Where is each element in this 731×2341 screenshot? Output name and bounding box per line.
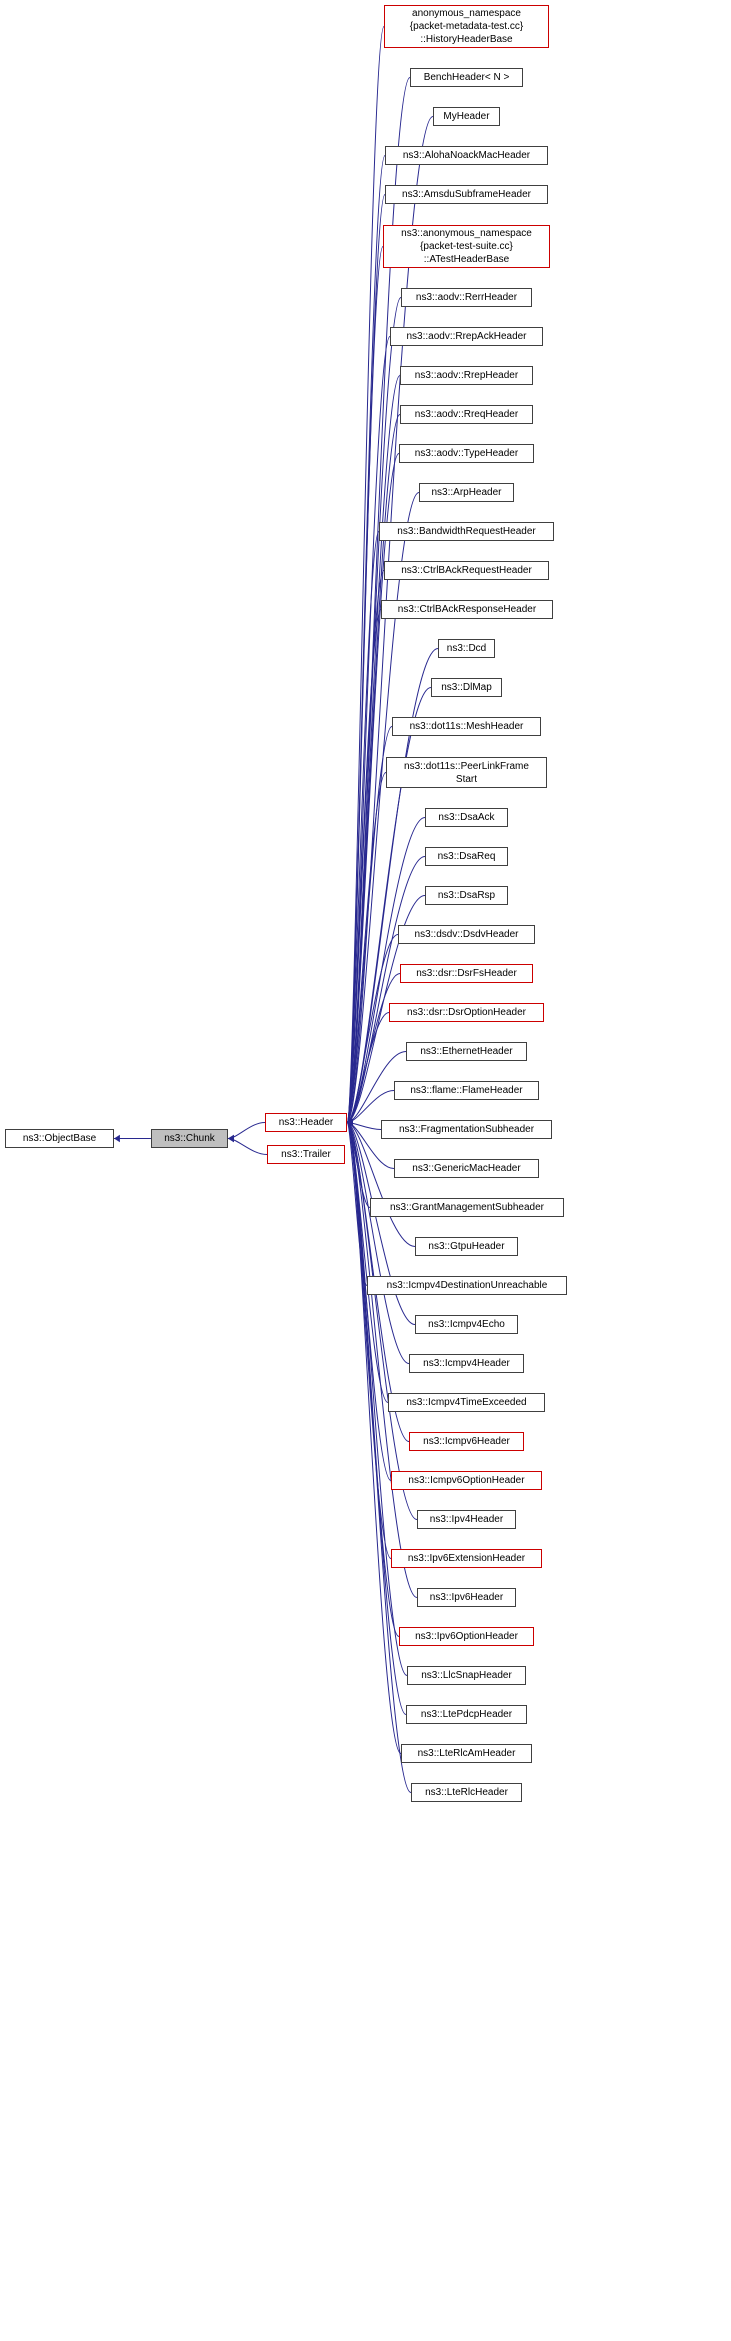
node-label: ns3::GenericMacHeader (412, 1162, 520, 1175)
node-n19[interactable]: ns3::DsaAck (425, 808, 508, 827)
node-n24[interactable]: ns3::dsr::DsrOptionHeader (389, 1003, 544, 1022)
node-n41[interactable]: ns3::LlcSnapHeader (407, 1666, 526, 1685)
node-label: ns3::Icmpv4TimeExceeded (406, 1396, 526, 1409)
node-label: ns3::FragmentationSubheader (399, 1123, 534, 1136)
node-trailer[interactable]: ns3::Trailer (267, 1145, 345, 1164)
node-label: ns3::Header (279, 1116, 333, 1129)
node-label: ns3::GrantManagementSubheader (390, 1201, 544, 1214)
node-label: ns3::AlohaNoackMacHeader (403, 149, 530, 162)
node-label: ns3::Ipv6Header (430, 1591, 503, 1604)
node-n39[interactable]: ns3::Ipv6Header (417, 1588, 516, 1607)
node-objectbase[interactable]: ns3::ObjectBase (5, 1129, 114, 1148)
node-label: ns3::dsr::DsrFsHeader (416, 967, 517, 980)
node-n36[interactable]: ns3::Icmpv6OptionHeader (391, 1471, 542, 1490)
node-n9[interactable]: ns3::aodv::RreqHeader (400, 405, 533, 424)
node-n4[interactable]: ns3::AmsduSubframeHeader (385, 185, 548, 204)
node-label: ns3::Icmpv4Echo (428, 1318, 505, 1331)
node-label: ns3::LtePdcpHeader (421, 1708, 512, 1721)
node-label: ns3::GtpuHeader (428, 1240, 504, 1253)
node-n1[interactable]: BenchHeader< N > (410, 68, 523, 87)
node-n2[interactable]: MyHeader (433, 107, 500, 126)
node-n43[interactable]: ns3::LteRlcAmHeader (401, 1744, 532, 1763)
node-n20[interactable]: ns3::DsaReq (425, 847, 508, 866)
node-chunk[interactable]: ns3::Chunk (151, 1129, 228, 1148)
node-label: ns3::aodv::RrepHeader (415, 369, 518, 382)
node-label: ns3::AmsduSubframeHeader (402, 188, 531, 201)
node-n11[interactable]: ns3::ArpHeader (419, 483, 514, 502)
node-n12[interactable]: ns3::BandwidthRequestHeader (379, 522, 554, 541)
node-n31[interactable]: ns3::Icmpv4DestinationUnreachable (367, 1276, 567, 1295)
node-label: ns3::DsaAck (438, 811, 494, 824)
node-label: ns3::LteRlcAmHeader (418, 1747, 516, 1760)
node-label: ns3::ArpHeader (431, 486, 501, 499)
node-label: ns3::CtrlBAckResponseHeader (398, 603, 536, 616)
node-label: MyHeader (443, 110, 489, 123)
node-n29[interactable]: ns3::GrantManagementSubheader (370, 1198, 564, 1217)
node-n17[interactable]: ns3::dot11s::MeshHeader (392, 717, 541, 736)
node-n32[interactable]: ns3::Icmpv4Echo (415, 1315, 518, 1334)
node-label: ns3::Chunk (164, 1132, 215, 1145)
node-label: ns3::DlMap (441, 681, 492, 694)
node-n16[interactable]: ns3::DlMap (431, 678, 502, 697)
node-n38[interactable]: ns3::Ipv6ExtensionHeader (391, 1549, 542, 1568)
node-label: ns3::aodv::RreqHeader (415, 408, 518, 421)
node-label: ns3::flame::FlameHeader (410, 1084, 522, 1097)
node-n37[interactable]: ns3::Ipv4Header (417, 1510, 516, 1529)
node-n35[interactable]: ns3::Icmpv6Header (409, 1432, 524, 1451)
node-label: BenchHeader< N > (424, 71, 510, 84)
node-n34[interactable]: ns3::Icmpv4TimeExceeded (388, 1393, 545, 1412)
node-n13[interactable]: ns3::CtrlBAckRequestHeader (384, 561, 549, 580)
node-n14[interactable]: ns3::CtrlBAckResponseHeader (381, 600, 553, 619)
node-label: ns3::dsdv::DsdvHeader (415, 928, 519, 941)
node-n3[interactable]: ns3::AlohaNoackMacHeader (385, 146, 548, 165)
node-n5[interactable]: ns3::anonymous_namespace {packet-test-su… (383, 225, 550, 268)
node-label: ns3::aodv::RerrHeader (416, 291, 517, 304)
node-label: ns3::ObjectBase (23, 1132, 96, 1145)
node-label: ns3::DsaReq (438, 850, 496, 863)
edges-layer (0, 0, 731, 2341)
node-label: ns3::Icmpv4Header (423, 1357, 510, 1370)
node-label: ns3::LteRlcHeader (425, 1786, 508, 1799)
node-label: ns3::Ipv4Header (430, 1513, 503, 1526)
node-n8[interactable]: ns3::aodv::RrepHeader (400, 366, 533, 385)
node-label: ns3::dot11s::MeshHeader (410, 720, 524, 733)
node-n21[interactable]: ns3::DsaRsp (425, 886, 508, 905)
node-n40[interactable]: ns3::Ipv6OptionHeader (399, 1627, 534, 1646)
node-label: ns3::dot11s::PeerLinkFrame Start (404, 760, 529, 786)
node-label: ns3::aodv::TypeHeader (415, 447, 518, 460)
node-label: ns3::LlcSnapHeader (421, 1669, 512, 1682)
node-label: ns3::EthernetHeader (420, 1045, 512, 1058)
node-n0[interactable]: anonymous_namespace {packet-metadata-tes… (384, 5, 549, 48)
node-n15[interactable]: ns3::Dcd (438, 639, 495, 658)
node-n26[interactable]: ns3::flame::FlameHeader (394, 1081, 539, 1100)
node-n28[interactable]: ns3::GenericMacHeader (394, 1159, 539, 1178)
node-n27[interactable]: ns3::FragmentationSubheader (381, 1120, 552, 1139)
node-label: ns3::Ipv6OptionHeader (415, 1630, 518, 1643)
node-label: ns3::CtrlBAckRequestHeader (401, 564, 532, 577)
node-n10[interactable]: ns3::aodv::TypeHeader (399, 444, 534, 463)
node-label: ns3::aodv::RrepAckHeader (406, 330, 526, 343)
node-label: ns3::DsaRsp (438, 889, 495, 902)
node-label: ns3::anonymous_namespace {packet-test-su… (401, 227, 532, 266)
node-label: anonymous_namespace {packet-metadata-tes… (410, 7, 523, 46)
node-n25[interactable]: ns3::EthernetHeader (406, 1042, 527, 1061)
node-n44[interactable]: ns3::LteRlcHeader (411, 1783, 522, 1802)
node-label: ns3::Icmpv6OptionHeader (408, 1474, 524, 1487)
node-n33[interactable]: ns3::Icmpv4Header (409, 1354, 524, 1373)
node-n7[interactable]: ns3::aodv::RrepAckHeader (390, 327, 543, 346)
node-n22[interactable]: ns3::dsdv::DsdvHeader (398, 925, 535, 944)
node-label: ns3::Dcd (447, 642, 486, 655)
node-label: ns3::Trailer (281, 1148, 331, 1161)
node-label: ns3::BandwidthRequestHeader (397, 525, 535, 538)
node-n23[interactable]: ns3::dsr::DsrFsHeader (400, 964, 533, 983)
node-n30[interactable]: ns3::GtpuHeader (415, 1237, 518, 1256)
node-label: ns3::Icmpv4DestinationUnreachable (387, 1279, 548, 1292)
node-label: ns3::dsr::DsrOptionHeader (407, 1006, 526, 1019)
node-label: ns3::Ipv6ExtensionHeader (408, 1552, 525, 1565)
node-n42[interactable]: ns3::LtePdcpHeader (406, 1705, 527, 1724)
node-n6[interactable]: ns3::aodv::RerrHeader (401, 288, 532, 307)
node-n18[interactable]: ns3::dot11s::PeerLinkFrame Start (386, 757, 547, 788)
node-header[interactable]: ns3::Header (265, 1113, 347, 1132)
node-label: ns3::Icmpv6Header (423, 1435, 510, 1448)
